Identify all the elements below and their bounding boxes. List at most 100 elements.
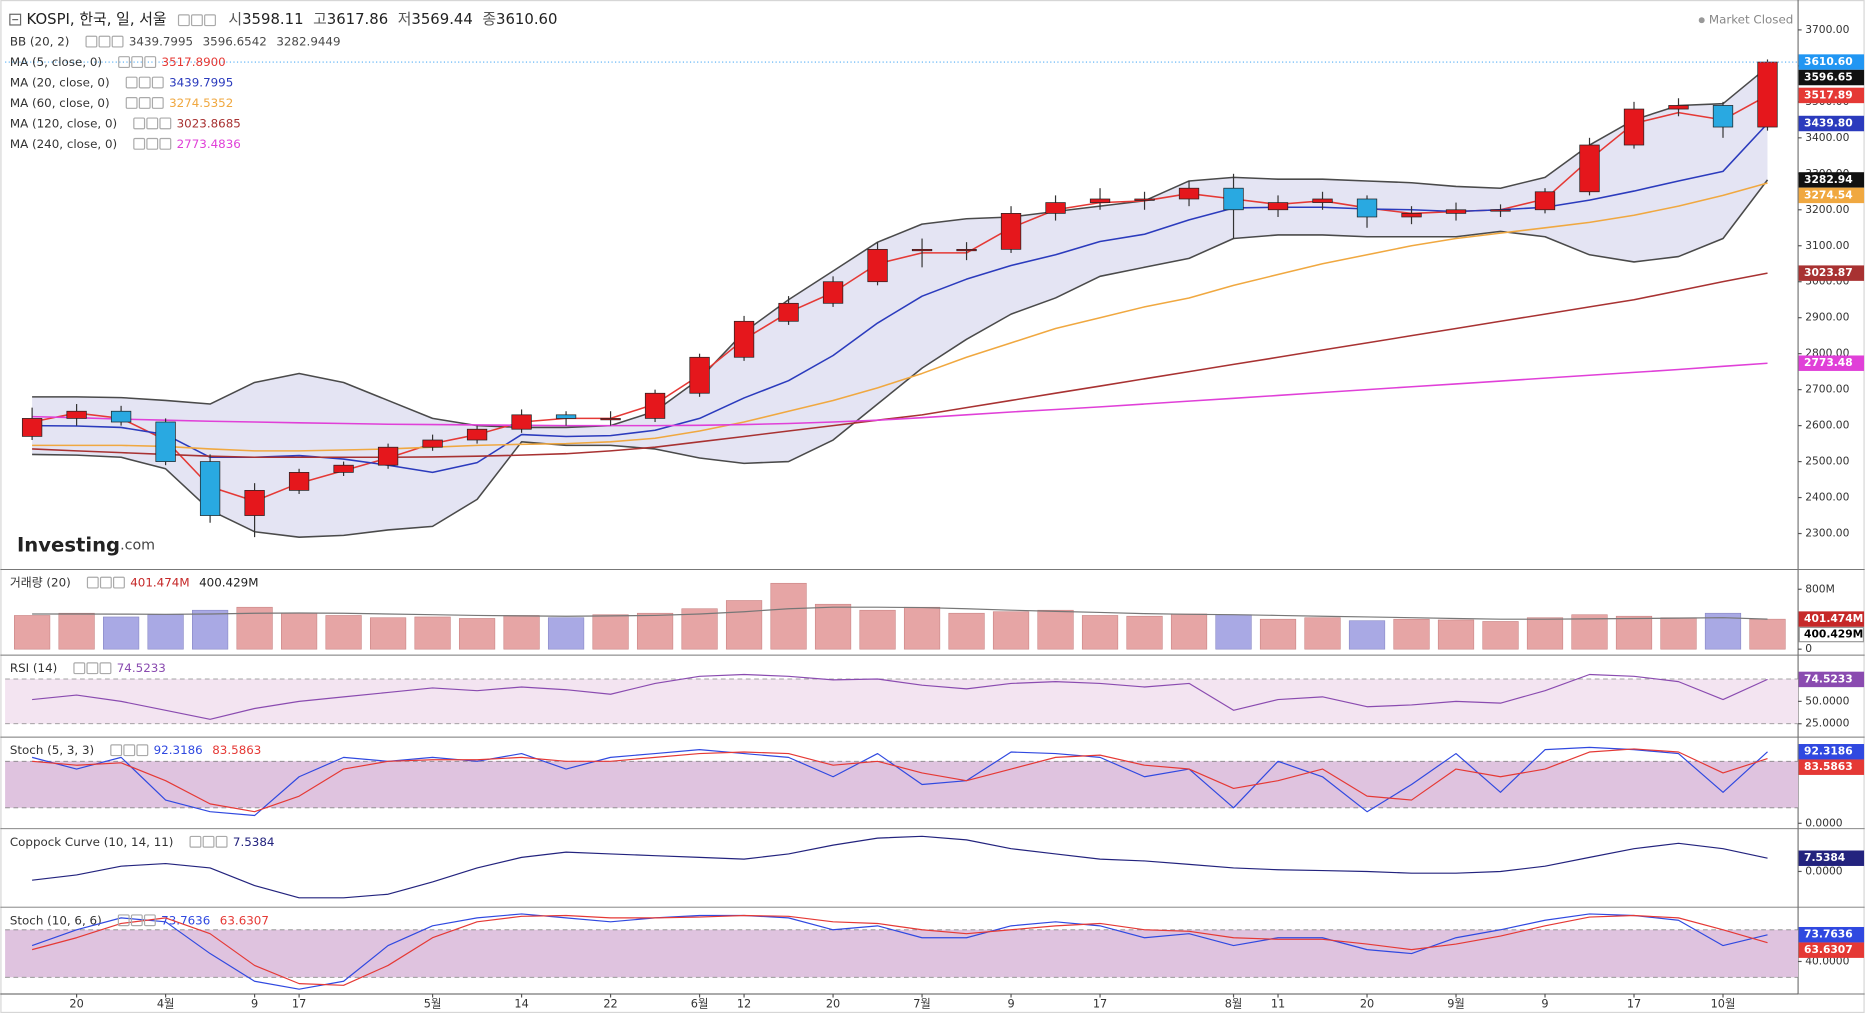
volume-bar (1126, 615, 1163, 650)
legend-row: MA (240, close, 0) 2773.4836 (10, 136, 241, 150)
high-label: 고 (313, 10, 327, 28)
ma-line (32, 362, 1768, 427)
y-tick-label: 3100.00 (1805, 239, 1849, 252)
value-tag (1798, 671, 1865, 688)
header: KOSPI, 한국, 일, 서울 시3598.11 고3617.86 저3569.44… (27, 10, 558, 28)
candle-body (600, 418, 621, 421)
candle-body (1000, 213, 1022, 250)
value-tag-label: 3610.60 (1804, 55, 1853, 68)
volume-bar (948, 612, 985, 650)
volume-bar (725, 600, 763, 650)
candle-body (466, 428, 488, 441)
volume-bar (414, 616, 451, 650)
legend-icon (189, 835, 202, 848)
candle-body (511, 414, 532, 430)
open-label: 시 (228, 10, 242, 28)
legend-name: BB (20, 2) (10, 34, 70, 48)
legend-icon (190, 14, 203, 27)
legend-icon (98, 35, 111, 48)
x-tick-label: 9월 (1447, 998, 1465, 1011)
legend-icon (202, 835, 215, 848)
volume-bar (1259, 618, 1297, 650)
x-tick-label: 5월 (424, 998, 442, 1011)
value-tag-label: 3023.87 (1804, 266, 1853, 279)
logo-main: Investing (17, 533, 120, 556)
logo-suffix: .com (120, 538, 155, 554)
legend-name: MA (60, close, 0) (10, 95, 110, 109)
y-tick-label: 800M (1805, 582, 1835, 595)
legend-value: 3274.5352 (169, 95, 233, 109)
volume-bar (1348, 620, 1386, 650)
value-tag-label: 83.5863 (1804, 760, 1853, 773)
legend-row: 거래량 (20) 401.474M 400.429M (10, 575, 259, 589)
legend-row: MA (120, close, 0) 3023.8685 (10, 116, 241, 130)
legend-icon (86, 576, 99, 589)
legend-icon (138, 97, 151, 109)
legend-row: BB (20, 2) 3439.7995 3596.6542 3282.9449 (10, 34, 341, 48)
volume-bar (503, 615, 540, 650)
band (5, 929, 1799, 978)
candle-body (911, 248, 933, 252)
legend-name: MA (20, close, 0) (10, 75, 110, 89)
collapse-icon[interactable] (9, 13, 22, 26)
value-tag-label: 92.3186 (1804, 745, 1853, 758)
legend-icon (73, 662, 86, 675)
legend-icon (143, 914, 156, 927)
legend-icon (118, 56, 131, 69)
volume-bar (1660, 617, 1697, 650)
y-tick-label: 0.0000 (1805, 816, 1843, 829)
legend-icon (125, 97, 138, 109)
candle-body (110, 410, 132, 423)
value-tag (1798, 850, 1865, 866)
legend-icon (117, 914, 130, 927)
candle-body (689, 356, 710, 394)
x-tick-label: 6월 (691, 998, 709, 1011)
volume-bar (547, 617, 585, 650)
volume-bar (859, 609, 896, 650)
candle-body (1623, 108, 1645, 146)
candle-body (555, 414, 577, 419)
indicator-line (32, 606, 1768, 620)
y-tick-label: 25.0000 (1805, 717, 1849, 730)
value-tag-label: 3596.65 (1804, 71, 1853, 84)
legend-name: RSI (14) (10, 661, 57, 675)
legend-row: Stoch (5, 3, 3) 92.3186 83.5863 (10, 743, 262, 757)
volume-bar (992, 611, 1030, 650)
candle-body (199, 461, 221, 516)
legend-value: 3023.8685 (177, 116, 241, 130)
value-tag (1798, 87, 1865, 104)
legend-value: 400.429M (199, 575, 258, 589)
candle-body (1178, 187, 1200, 200)
legend-name: 거래량 (20) (10, 575, 71, 589)
legend-value: 92.3186 (154, 743, 203, 757)
y-tick-label: 2300.00 (1805, 527, 1849, 540)
close-label: 종 (482, 10, 496, 28)
candle-body (822, 281, 844, 304)
legend-icon (133, 137, 146, 150)
close-value: 3610.60 (496, 10, 557, 28)
legend-value: 2773.4836 (177, 136, 241, 150)
candle-body (244, 490, 265, 516)
y-tick-label: 50.0000 (1805, 694, 1849, 707)
x-tick-label: 10월 (1711, 998, 1736, 1011)
volume-bar (903, 606, 941, 650)
volume-bar (58, 612, 95, 650)
value-tag-label: 2773.48 (1804, 356, 1853, 369)
candle-body (1490, 209, 1511, 212)
legend-name: MA (120, close, 0) (10, 116, 117, 130)
candle-body (66, 410, 87, 419)
value-tag-label: 73.7636 (1804, 928, 1853, 941)
value-tag-label: 3274.54 (1804, 188, 1853, 201)
candle-body (1757, 61, 1778, 128)
volume-bar (1749, 618, 1786, 650)
market-status: Market Closed (1709, 13, 1793, 27)
value-tag (1798, 265, 1865, 281)
y-tick-label: 2500.00 (1805, 455, 1849, 468)
value-tag (1798, 172, 1865, 188)
volume-bar (1615, 615, 1653, 650)
x-tick-label: 12 (737, 998, 751, 1011)
legend-name: MA (240, close, 0) (10, 136, 117, 150)
x-tick-label: 17 (292, 998, 306, 1011)
x-tick-label: 17 (1627, 998, 1641, 1011)
x-tick-label: 4월 (157, 998, 175, 1011)
